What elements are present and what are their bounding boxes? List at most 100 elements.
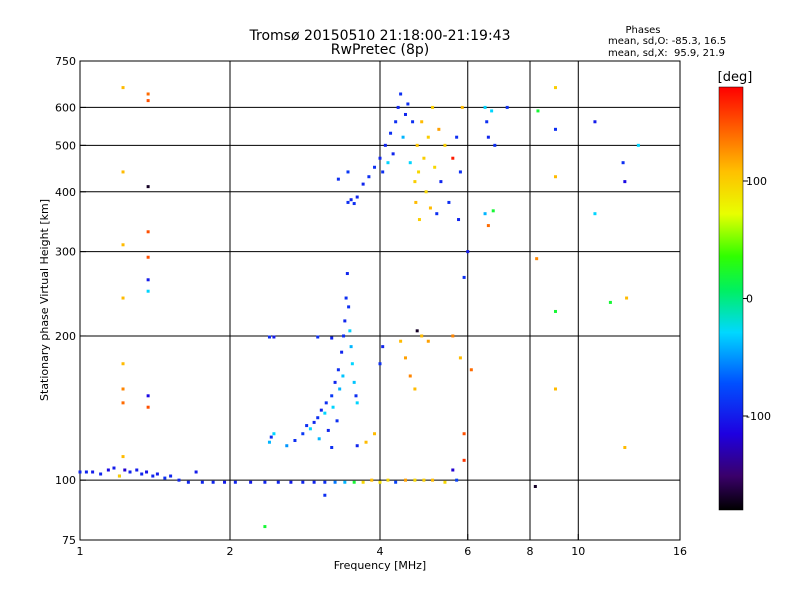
data-point xyxy=(536,109,540,113)
data-point xyxy=(399,339,403,343)
data-point xyxy=(267,440,271,444)
data-point xyxy=(117,474,121,478)
data-point xyxy=(338,387,342,391)
data-point xyxy=(355,444,359,448)
data-point xyxy=(121,362,125,366)
chart-subtitle: RwPretec (8p) xyxy=(331,42,429,58)
data-point xyxy=(505,105,509,109)
data-point xyxy=(312,480,316,484)
data-point xyxy=(333,380,337,384)
data-point xyxy=(272,432,276,436)
data-point xyxy=(623,180,627,184)
data-point xyxy=(312,420,316,424)
data-point xyxy=(403,356,407,360)
data-point xyxy=(323,411,327,415)
data-point xyxy=(343,319,347,323)
data-point xyxy=(333,480,337,484)
data-point xyxy=(267,335,271,339)
data-point xyxy=(163,476,167,480)
data-point xyxy=(381,170,385,174)
data-point xyxy=(535,257,539,261)
data-point xyxy=(346,170,350,174)
data-point xyxy=(553,175,557,179)
data-point xyxy=(121,387,125,391)
y-tick-label: 200 xyxy=(55,330,76,343)
data-point xyxy=(415,143,419,147)
data-points xyxy=(78,86,640,529)
data-point xyxy=(415,329,419,333)
y-tick-label: 600 xyxy=(55,101,76,114)
data-point xyxy=(636,143,640,147)
y-tick-label: 750 xyxy=(55,55,76,68)
data-point xyxy=(276,480,280,484)
data-point xyxy=(344,296,348,300)
stats-header: Phases xyxy=(625,25,660,36)
data-point xyxy=(413,478,417,482)
data-point xyxy=(394,480,398,484)
data-point xyxy=(249,480,253,484)
data-point xyxy=(485,120,489,124)
data-point xyxy=(341,374,345,378)
data-point xyxy=(458,356,462,360)
data-point xyxy=(350,362,354,366)
data-point xyxy=(91,470,95,474)
data-point xyxy=(553,309,557,313)
data-point xyxy=(106,468,110,472)
data-point xyxy=(431,105,435,109)
plot-area: 1 2 4 6 8 10 16 75 100 200 300 400 500 600 750 xyxy=(55,55,687,558)
stats-line-x: mean, sd,X: 95.9, 21.9 xyxy=(608,48,725,59)
data-point xyxy=(343,480,347,484)
data-point xyxy=(413,387,417,391)
y-tick-label: 75 xyxy=(62,534,76,547)
data-point xyxy=(625,296,629,300)
data-point xyxy=(146,230,150,234)
data-point xyxy=(352,380,356,384)
data-point xyxy=(121,455,125,459)
data-point xyxy=(326,428,330,432)
data-point xyxy=(121,296,125,300)
data-point xyxy=(323,493,327,497)
data-point xyxy=(455,135,459,139)
data-point xyxy=(146,405,150,409)
data-point xyxy=(466,250,470,254)
data-point xyxy=(451,156,455,160)
data-point xyxy=(386,478,390,482)
y-tick-label: 300 xyxy=(55,246,76,259)
x-tick-label: 4 xyxy=(377,545,384,558)
data-point xyxy=(349,198,353,202)
data-point xyxy=(355,401,359,405)
data-point xyxy=(460,105,464,109)
data-point xyxy=(386,161,390,165)
x-tick-label: 16 xyxy=(673,545,687,558)
data-point xyxy=(342,334,346,338)
x-tick-label: 1 xyxy=(77,545,84,558)
stats-line-o: mean, sd,O: -85.3, 16.5 xyxy=(608,36,726,47)
data-point xyxy=(349,345,353,349)
x-tick-label: 10 xyxy=(571,545,585,558)
data-point xyxy=(364,440,368,444)
data-point xyxy=(431,478,435,482)
data-point xyxy=(373,432,377,436)
data-point xyxy=(151,474,155,478)
colorbar: [deg] 100 0 -100 xyxy=(718,70,771,511)
data-point xyxy=(451,468,455,472)
data-point xyxy=(194,470,198,474)
data-point xyxy=(439,180,443,184)
data-point xyxy=(486,224,490,228)
data-point xyxy=(121,170,125,174)
data-point xyxy=(396,105,400,109)
data-point xyxy=(406,102,410,106)
y-tick-label: 400 xyxy=(55,186,76,199)
x-tick-label: 2 xyxy=(227,545,234,558)
data-point xyxy=(331,405,335,409)
data-point xyxy=(99,472,103,476)
data-point xyxy=(146,289,150,293)
data-point xyxy=(469,368,473,372)
data-point xyxy=(319,408,323,412)
data-point xyxy=(455,478,459,482)
data-point xyxy=(401,135,405,139)
data-point xyxy=(289,480,293,484)
data-point xyxy=(263,525,267,529)
data-point xyxy=(330,394,334,398)
data-point xyxy=(146,278,150,282)
